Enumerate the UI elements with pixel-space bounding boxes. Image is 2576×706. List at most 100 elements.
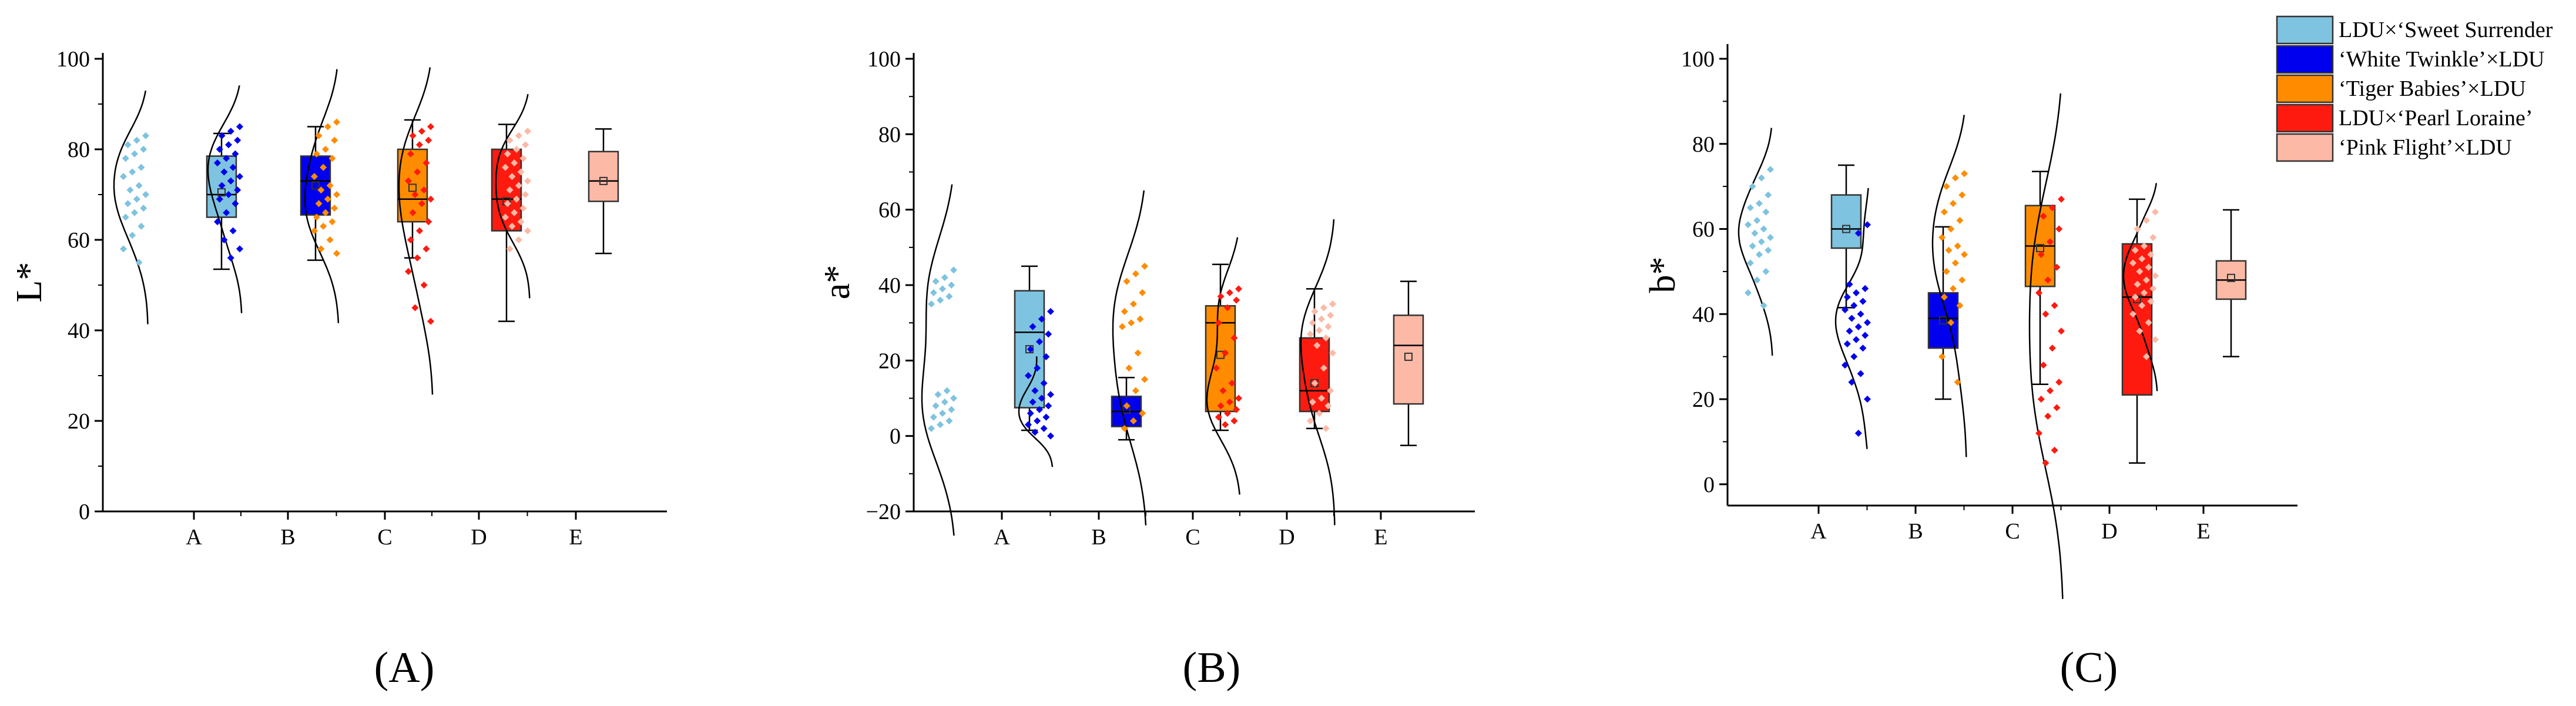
series-C [1931,115,2056,457]
data-point [427,195,434,203]
data-point [416,227,423,235]
data-point [1846,280,1853,288]
mean-marker [1842,225,1850,233]
data-point [317,186,325,194]
data-point [234,136,242,144]
data-point [502,213,509,221]
data-point [1130,300,1137,308]
panel-label: (A) [374,644,435,692]
x-tick-label: C [1185,525,1200,550]
data-point [2051,446,2058,454]
data-point [2044,276,2052,284]
data-point [1329,300,1336,308]
data-point [1329,349,1336,357]
data-point [218,132,226,139]
y-tick-label: 60 [878,198,901,223]
data-point [229,163,237,171]
data-point [1842,306,1849,314]
data-point [1320,304,1327,312]
data-point [1141,262,1148,270]
data-point [2044,413,2052,420]
y-axis-title: b* [1643,257,1683,293]
legend-label: LDU×‘Pearl Loraine’ [2339,106,2533,131]
data-point [937,296,944,304]
data-point [418,128,425,135]
data-point [427,123,434,131]
x-tick-label: A [186,525,202,550]
data-point [2040,362,2047,369]
data-point [1956,302,1964,309]
panel-label: (C) [2060,644,2118,692]
data-point [1857,310,1864,318]
data-point [407,150,414,158]
data-point [1313,342,1321,349]
data-point [1940,208,1948,216]
series-D [398,67,522,395]
x-tick-label: C [377,525,392,550]
x-tick-label: B [280,525,295,550]
data-point [225,141,232,149]
data-point [1767,234,1774,241]
data-point [506,186,514,194]
data-point [313,213,320,221]
data-point [1226,289,1233,296]
data-point [941,274,948,282]
data-point [214,159,221,167]
data-point [311,173,318,180]
data-point [1307,330,1314,338]
data-point [1128,319,1135,327]
data-point [405,267,412,275]
data-point [519,205,527,212]
data-point [2149,285,2157,292]
data-point [948,406,955,413]
data-point [519,155,527,162]
data-point [511,209,518,216]
data-point [409,132,417,139]
data-point [2035,429,2042,437]
data-point [216,146,223,153]
data-point [1951,259,1959,267]
data-point [131,150,138,158]
data-point [1864,221,1871,229]
data-point [937,421,944,429]
data-point [1857,370,1864,377]
chart-panel-3: 0 20 40 60 80 100 b* A B C D E (C) LDU×‘Sweet Surrend… [1643,15,2553,692]
data-point [2152,336,2159,343]
data-point [317,245,325,253]
data-point [133,195,140,203]
data-point [1753,217,1761,225]
legend-label: ‘Pink Flight’×LDU [2339,135,2512,160]
data-point [2142,217,2150,225]
data-point [1132,270,1139,277]
data-point [142,191,149,198]
data-point [120,245,127,253]
violin-curve [1931,115,1967,457]
violin-curve [304,69,340,323]
legend: LDU×‘Sweet Surrender ‘White Twinkle’×LDU ‘… [2276,15,2553,162]
y-axis-title: a* [817,265,857,300]
data-point [1950,200,1957,208]
data-point [232,150,239,158]
data-point [142,132,149,139]
data-point [1850,302,1858,309]
data-point [513,195,520,203]
data-point [1222,349,1229,357]
violin-curve [1300,219,1336,526]
data-point [414,254,421,262]
y-tick-label: 80 [878,122,901,147]
data-point [315,200,323,208]
data-point [234,186,242,194]
data-point [326,236,334,243]
data-point [939,410,946,417]
data-point [1947,225,1955,233]
data-point [1954,379,1961,386]
data-point [2053,404,2061,411]
data-point [504,200,511,208]
data-point [2147,297,2155,305]
data-point [137,222,145,230]
data-point [1121,424,1128,432]
data-point [140,146,147,153]
data-point [1859,344,1867,352]
x-tick-label: D [2101,519,2117,544]
data-point [220,236,228,243]
